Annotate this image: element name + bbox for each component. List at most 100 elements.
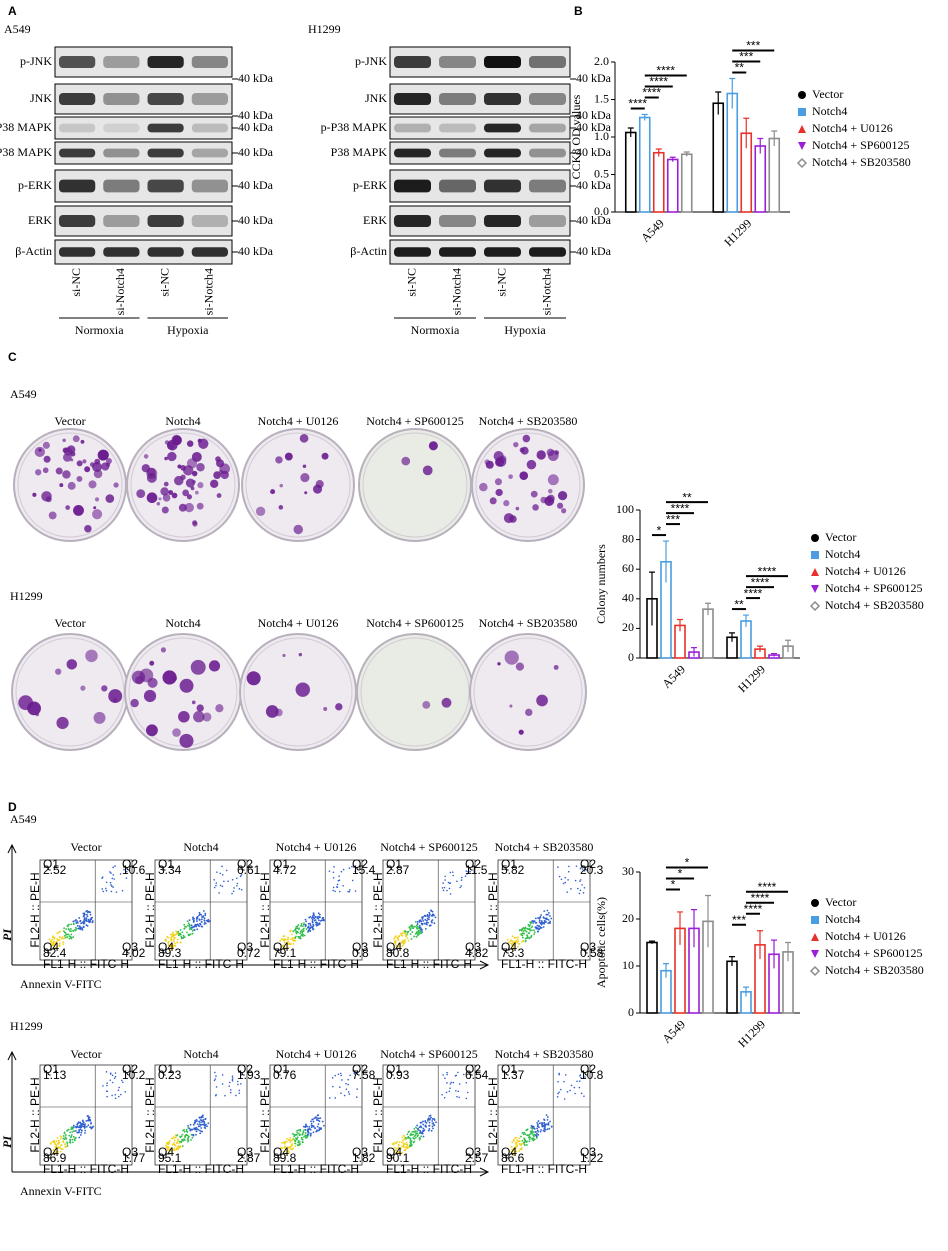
flow-event [194, 925, 196, 928]
colony [183, 465, 194, 476]
colony [508, 474, 513, 480]
colony [48, 511, 57, 520]
flow-event [190, 924, 193, 927]
flow-event [228, 1085, 231, 1087]
flow-event [240, 888, 243, 891]
flow-event [287, 940, 290, 943]
error-bar [785, 639, 791, 653]
flow-event [549, 915, 551, 917]
error-bar [705, 894, 711, 948]
flow-event [199, 1129, 201, 1132]
flow-event [201, 1130, 204, 1133]
quadrant-name: Q2 [352, 1062, 368, 1076]
flow-event [459, 886, 461, 889]
flow-event [580, 1076, 582, 1079]
flow-event [356, 1088, 358, 1090]
dish-rim [475, 432, 581, 538]
flow-event [309, 924, 312, 927]
flow-event [416, 927, 419, 930]
flow-x-axis: Annexin V-FITC [20, 1184, 102, 1198]
flow-event [411, 1131, 414, 1133]
flow-event [430, 1129, 433, 1132]
flow-event [522, 1142, 524, 1145]
legend-marker [798, 125, 806, 133]
error-bar [641, 113, 648, 121]
flow-event [61, 937, 64, 940]
flow-event [304, 1134, 307, 1137]
flow-event [231, 1078, 234, 1081]
flow-event [550, 917, 553, 920]
flow-event [81, 928, 84, 931]
flow-event [557, 1080, 559, 1083]
flow-event [411, 931, 414, 933]
flow-event [284, 1145, 286, 1148]
flow-event [336, 883, 339, 886]
flow-event [195, 918, 198, 920]
flow-event [308, 1125, 311, 1128]
flow-event [514, 1145, 517, 1148]
colony [84, 466, 91, 473]
flow-event [403, 932, 406, 935]
legend-label: Notch4 [825, 912, 860, 926]
flow-event [421, 922, 424, 925]
flow-event [101, 888, 104, 890]
flow-event [283, 941, 286, 944]
flow-event [331, 1077, 334, 1079]
flow-event [66, 1142, 69, 1145]
colony [196, 462, 205, 472]
flow-event [240, 1083, 242, 1085]
flow-event [312, 928, 315, 931]
flow-event [188, 923, 191, 926]
flow-x-label: FL1-H :: FITC-H [158, 957, 244, 971]
flow-event [518, 1137, 520, 1140]
flow-event [119, 1093, 122, 1096]
flow-event [239, 875, 242, 877]
flow-event [221, 1074, 224, 1076]
flow-event [304, 918, 307, 921]
flow-event [409, 1142, 412, 1145]
colony [101, 462, 110, 471]
flow-event [199, 1132, 202, 1135]
flow-event [112, 886, 114, 888]
flow-event [87, 1124, 90, 1127]
flow-event [334, 1097, 337, 1099]
group-label: Notch4 + U0126 [258, 414, 339, 428]
flow-event [64, 1143, 67, 1145]
flow-event [191, 1128, 194, 1131]
flow-event [170, 1147, 173, 1149]
flow-event [66, 1144, 69, 1147]
blot-band [484, 123, 521, 133]
colony [43, 455, 51, 463]
flow-event [354, 1073, 357, 1075]
flow-event [287, 938, 290, 941]
y-tick-label: 100 [616, 502, 634, 516]
significance-label: *** [739, 50, 753, 64]
flow-event [524, 1144, 526, 1147]
colony [191, 451, 202, 462]
flow-event [564, 1074, 567, 1076]
flow-event [59, 1150, 62, 1153]
colony [561, 508, 567, 514]
flow-event [442, 882, 444, 884]
flow-event [186, 931, 188, 934]
flow-event [289, 1136, 292, 1139]
flow-event [86, 910, 89, 912]
quadrant-name: Q1 [386, 1062, 402, 1076]
flow-event [539, 1130, 542, 1133]
flow-event [78, 1136, 81, 1139]
flow-event [538, 1122, 541, 1125]
kda-label: 40 kDa [576, 108, 612, 122]
flow-event [72, 1135, 75, 1138]
flow-event [192, 921, 195, 923]
flow-event [407, 1135, 410, 1138]
flow-event [175, 933, 178, 936]
flow-event [284, 1154, 287, 1157]
flow-event [88, 1119, 91, 1122]
flow-event [207, 918, 210, 921]
flow-event [298, 927, 300, 930]
lane-label: si-NC [404, 268, 418, 297]
flow-event [175, 1148, 178, 1151]
flow-event [221, 873, 224, 876]
flow-event [295, 925, 298, 928]
flow-event [310, 917, 313, 919]
